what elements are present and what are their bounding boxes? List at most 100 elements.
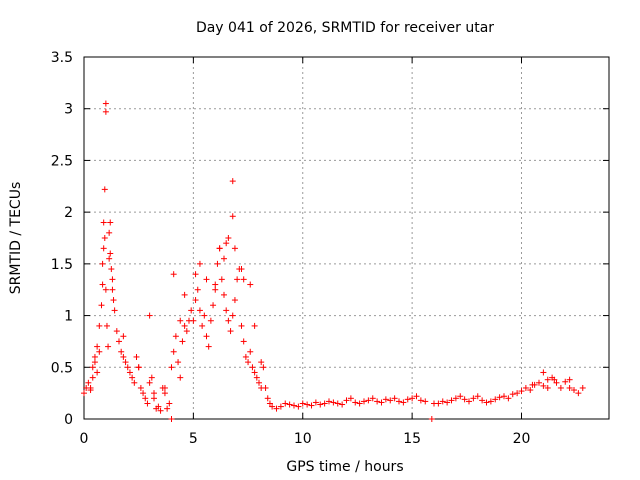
data-point — [321, 400, 328, 407]
data-point — [142, 395, 149, 402]
data-point — [168, 416, 175, 422]
data-point — [474, 393, 481, 400]
grid-lines — [84, 57, 609, 419]
data-point — [238, 266, 245, 273]
y-tick-label: 3.5 — [51, 50, 73, 66]
data-point — [566, 376, 573, 383]
data-point — [253, 374, 260, 381]
data-point — [102, 100, 109, 107]
data-point — [356, 400, 363, 407]
data-point — [428, 416, 435, 422]
data-point — [122, 359, 129, 366]
data-point — [304, 401, 311, 408]
data-point — [249, 364, 256, 371]
data-point — [483, 399, 490, 406]
data-point — [203, 333, 210, 340]
data-point — [126, 369, 133, 376]
data-point — [203, 276, 210, 283]
data-point — [509, 391, 516, 398]
data-point — [177, 317, 184, 324]
data-point — [339, 401, 346, 408]
data-point — [129, 374, 136, 381]
data-point — [240, 276, 247, 283]
data-point — [183, 328, 190, 335]
data-point — [157, 407, 164, 414]
data-point — [179, 338, 186, 345]
data-point — [571, 387, 577, 394]
data-point — [227, 328, 234, 335]
data-point — [96, 322, 103, 329]
data-point — [107, 250, 114, 257]
y-tick-label: 3 — [64, 102, 73, 118]
data-point — [452, 395, 459, 402]
data-point — [221, 291, 227, 298]
data-point — [111, 307, 118, 314]
data-point — [496, 394, 503, 401]
data-point — [100, 219, 107, 226]
data-point — [260, 364, 267, 371]
data-point — [579, 384, 586, 391]
data-point — [102, 108, 109, 115]
data-point — [103, 322, 110, 329]
data-point — [256, 379, 262, 386]
data-point — [212, 286, 219, 293]
data-point — [181, 291, 188, 298]
data-point — [527, 387, 534, 394]
data-point — [120, 353, 127, 360]
data-point — [106, 229, 113, 236]
data-point — [106, 255, 113, 262]
data-point — [113, 328, 120, 335]
data-point — [196, 260, 203, 267]
data-point — [196, 307, 203, 314]
data-point — [308, 402, 315, 409]
data-point — [101, 186, 108, 193]
data-point — [231, 245, 238, 252]
data-point — [330, 399, 337, 406]
data-point — [240, 338, 247, 345]
data-point — [470, 395, 477, 402]
data-point — [575, 390, 582, 397]
data-point — [514, 390, 521, 397]
data-point — [194, 286, 201, 293]
data-point — [326, 398, 332, 405]
data-point — [225, 317, 232, 324]
data-point — [536, 379, 542, 386]
data-point — [245, 359, 252, 366]
data-point — [444, 399, 451, 406]
data-point — [448, 397, 455, 404]
data-point — [108, 266, 115, 273]
data-point — [214, 260, 221, 267]
data-point — [94, 369, 101, 376]
data-point — [89, 374, 96, 381]
data-point — [312, 399, 319, 406]
x-tick-label: 15 — [403, 431, 421, 447]
data-point — [258, 384, 265, 391]
data-point — [266, 400, 273, 407]
data-point — [144, 400, 151, 407]
data-point — [544, 384, 551, 391]
data-point — [417, 397, 424, 404]
y-axis-ticks: 0 0.5 1 1.5 2 2.5 3 3.5 — [51, 50, 609, 428]
data-point — [343, 397, 350, 404]
data-point — [118, 348, 125, 355]
data-point — [192, 271, 199, 278]
data-point — [164, 405, 171, 412]
data-point — [99, 281, 106, 288]
data-point — [295, 403, 302, 410]
data-point — [544, 376, 551, 383]
data-point — [124, 364, 131, 371]
data-point — [317, 401, 324, 408]
data-point — [299, 400, 306, 407]
x-tick-label: 10 — [294, 431, 312, 447]
data-point — [334, 400, 341, 407]
x-axis-label: GPS time / hours — [286, 459, 403, 475]
data-point — [207, 317, 214, 324]
data-point — [374, 398, 381, 405]
y-tick-label: 0 — [64, 412, 73, 428]
data-point — [210, 302, 217, 309]
data-point — [258, 359, 265, 366]
data-point — [205, 343, 212, 350]
y-tick-label: 2 — [64, 205, 73, 221]
x-tick-label: 0 — [80, 431, 89, 447]
data-point — [99, 260, 106, 267]
